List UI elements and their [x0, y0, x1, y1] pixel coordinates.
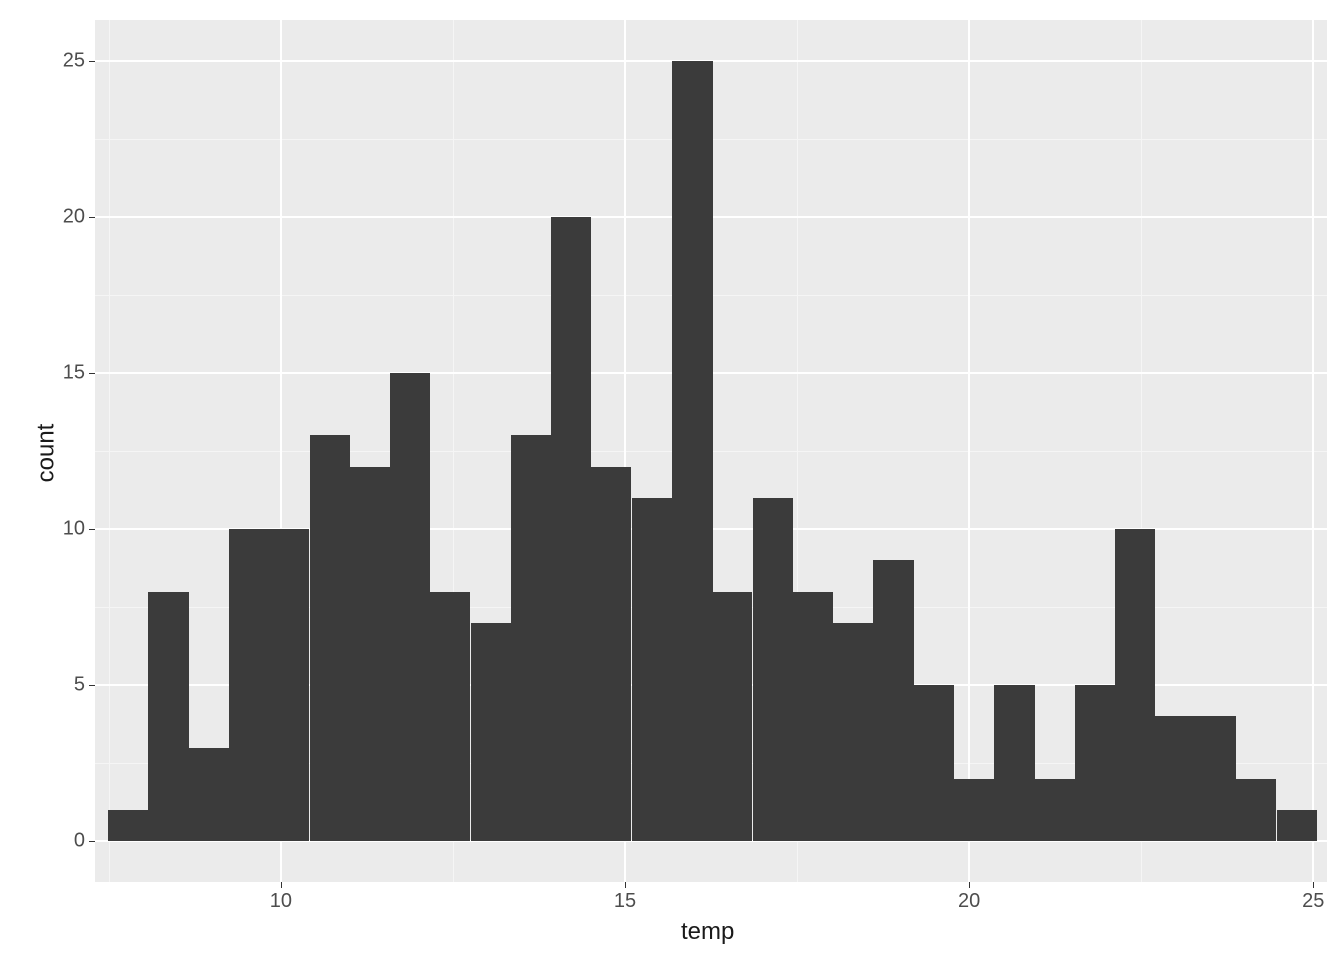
- histogram-bar: [1155, 716, 1195, 841]
- x-tick-label: 10: [270, 890, 292, 913]
- histogram-bar: [511, 435, 551, 841]
- histogram-bar: [793, 592, 833, 842]
- x-tick-mark: [969, 882, 970, 888]
- histogram-bar: [712, 592, 752, 842]
- x-tick-mark: [1313, 882, 1314, 888]
- histogram-bar: [914, 685, 954, 841]
- histogram-bar: [551, 217, 591, 842]
- histogram-bar: [310, 435, 350, 841]
- histogram-bar: [148, 592, 188, 842]
- histogram-bar: [954, 779, 994, 841]
- y-tick-mark: [89, 841, 95, 842]
- histogram-bar: [108, 810, 148, 841]
- x-tick-label: 15: [614, 890, 636, 913]
- grid-line-major: [968, 20, 970, 882]
- histogram-bar: [1236, 779, 1276, 841]
- y-axis-label: count: [32, 424, 60, 483]
- histogram-bar: [390, 373, 430, 841]
- x-tick-mark: [625, 882, 626, 888]
- y-tick-mark: [89, 685, 95, 686]
- histogram-bar: [632, 498, 672, 842]
- grid-line-major: [1312, 20, 1314, 882]
- y-tick-label: 20: [63, 205, 85, 228]
- y-tick-mark: [89, 217, 95, 218]
- x-tick-label: 25: [1302, 890, 1324, 913]
- y-tick-mark: [89, 373, 95, 374]
- histogram-bar: [1075, 685, 1115, 841]
- histogram-bar: [591, 467, 631, 842]
- x-tick-label: 20: [958, 890, 980, 913]
- histogram-bar: [1034, 779, 1074, 841]
- histogram-bar: [430, 592, 470, 842]
- histogram-chart: 10 15 20 25 0 5 10 15 20 25 count temp: [10, 10, 1334, 950]
- histogram-bar: [269, 529, 309, 841]
- y-tick-mark: [89, 61, 95, 62]
- x-tick-mark: [281, 882, 282, 888]
- plot-panel: [95, 20, 1327, 882]
- histogram-bar: [1115, 529, 1155, 841]
- y-tick-label: 10: [63, 518, 85, 541]
- grid-line-minor: [109, 20, 110, 882]
- histogram-bar: [229, 529, 269, 841]
- histogram-bar: [753, 498, 793, 842]
- y-tick-label: 25: [63, 49, 85, 72]
- histogram-bar: [471, 623, 511, 842]
- x-axis-label: temp: [681, 918, 734, 946]
- histogram-bar: [349, 467, 389, 842]
- histogram-bar: [833, 623, 873, 842]
- y-tick-mark: [89, 529, 95, 530]
- histogram-bar: [873, 560, 913, 841]
- histogram-bar: [188, 748, 228, 842]
- y-tick-label: 5: [74, 674, 85, 697]
- y-tick-label: 15: [63, 361, 85, 384]
- histogram-bar: [994, 685, 1034, 841]
- histogram-bar: [672, 61, 712, 842]
- histogram-bar: [1277, 810, 1317, 841]
- histogram-bar: [1196, 716, 1236, 841]
- y-tick-label: 0: [74, 830, 85, 853]
